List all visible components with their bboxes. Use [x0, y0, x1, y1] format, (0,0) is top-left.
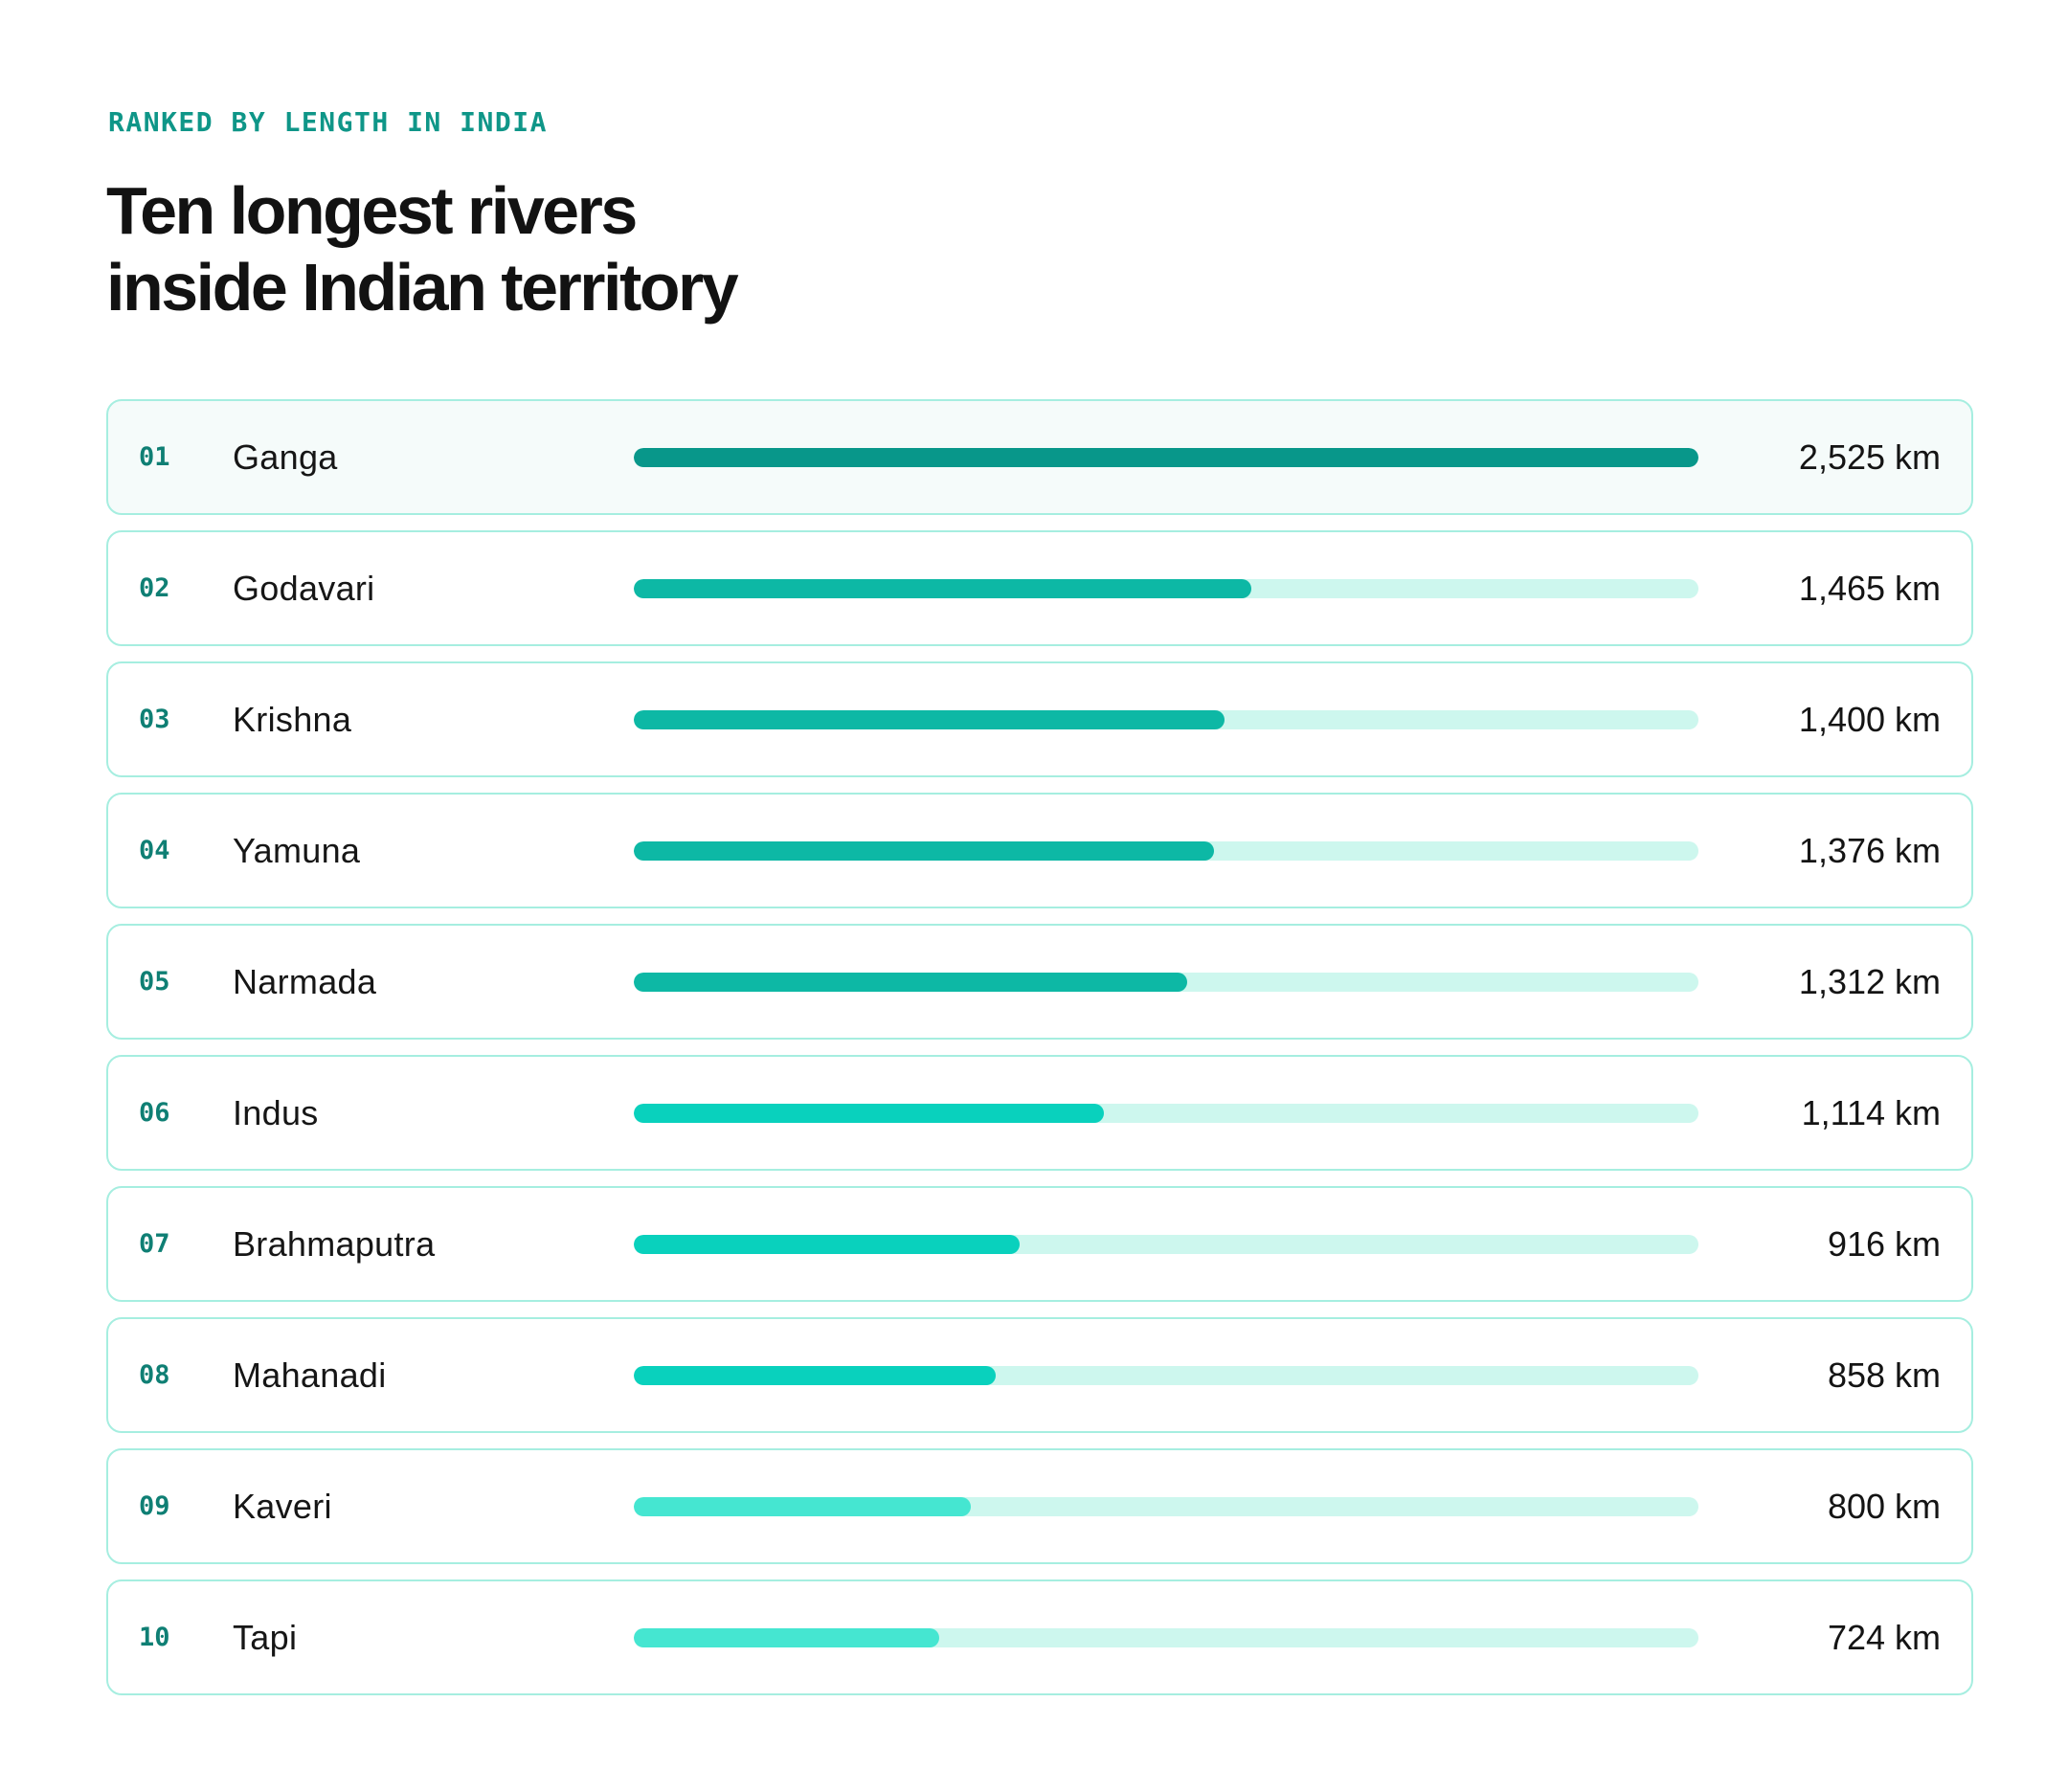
river-bar-list: 01 Ganga 2,525 km 02 Godavari 1,465 km 03 Krish…: [106, 399, 1973, 1711]
rank-number: 06: [139, 1098, 170, 1128]
bar-track: [634, 1628, 1698, 1647]
bar-fill: [634, 1497, 972, 1516]
bar-fill: [634, 1104, 1104, 1123]
river-name: Krishna: [233, 700, 352, 739]
length-value: 1,400 km: [1798, 700, 1941, 739]
length-value: 724 km: [1827, 1618, 1941, 1657]
chart-title-line-1: Ten longest rivers: [106, 173, 638, 248]
river-row: 08 Mahanadi 858 km: [106, 1317, 1973, 1433]
chart-title: Ten longest rivers inside Indian territo…: [106, 172, 739, 325]
rank-number: 04: [139, 836, 170, 865]
length-value: 858 km: [1827, 1355, 1941, 1395]
river-row: 06 Indus 1,114 km: [106, 1055, 1973, 1171]
river-name: Brahmaputra: [233, 1224, 436, 1264]
river-row: 09 Kaveri 800 km: [106, 1448, 1973, 1564]
rank-number: 01: [139, 442, 170, 472]
river-name: Indus: [233, 1093, 319, 1132]
river-row: 02 Godavari 1,465 km: [106, 530, 1973, 646]
bar-fill: [634, 1628, 939, 1647]
length-value: 916 km: [1827, 1224, 1941, 1264]
river-row: 03 Krishna 1,400 km: [106, 661, 1973, 777]
river-row: 01 Ganga 2,525 km: [106, 399, 1973, 515]
bar-fill: [634, 1235, 1021, 1254]
rank-number: 08: [139, 1360, 170, 1390]
length-value: 2,525 km: [1798, 437, 1941, 477]
length-value: 1,312 km: [1798, 962, 1941, 1001]
river-row: 04 Yamuna 1,376 km: [106, 793, 1973, 908]
river-name: Ganga: [233, 437, 338, 477]
bar-fill: [634, 973, 1187, 992]
bar-track: [634, 1497, 1698, 1516]
bar-fill: [634, 710, 1225, 729]
chart-title-line-2: inside Indian territory: [106, 250, 739, 325]
rank-number: 09: [139, 1491, 170, 1521]
bar-track: [634, 448, 1698, 467]
river-name: Kaveri: [233, 1487, 332, 1526]
length-value: 1,465 km: [1798, 569, 1941, 608]
bar-fill: [634, 1366, 996, 1385]
river-name: Narmada: [233, 962, 377, 1001]
bar-track: [634, 841, 1698, 861]
rank-number: 07: [139, 1229, 170, 1259]
bar-track: [634, 710, 1698, 729]
river-row: 05 Narmada 1,312 km: [106, 924, 1973, 1040]
river-name: Mahanadi: [233, 1355, 387, 1395]
length-value: 1,376 km: [1798, 831, 1941, 870]
river-name: Godavari: [233, 569, 375, 608]
river-row: 07 Brahmaputra 916 km: [106, 1186, 1973, 1302]
rank-number: 10: [139, 1623, 170, 1652]
bar-track: [634, 973, 1698, 992]
rank-number: 03: [139, 705, 170, 734]
chart-eyebrow: RANKED BY LENGTH IN INDIA: [108, 106, 548, 138]
rank-number: 05: [139, 967, 170, 997]
bar-track: [634, 1104, 1698, 1123]
bar-fill: [634, 579, 1252, 598]
river-name: Tapi: [233, 1618, 298, 1657]
river-name: Yamuna: [233, 831, 361, 870]
river-row: 10 Tapi 724 km: [106, 1579, 1973, 1695]
rank-number: 02: [139, 573, 170, 603]
length-value: 800 km: [1827, 1487, 1941, 1526]
bar-fill: [634, 448, 1698, 467]
bar-track: [634, 1366, 1698, 1385]
length-value: 1,114 km: [1801, 1093, 1941, 1132]
bar-fill: [634, 841, 1214, 861]
bar-track: [634, 579, 1698, 598]
bar-track: [634, 1235, 1698, 1254]
